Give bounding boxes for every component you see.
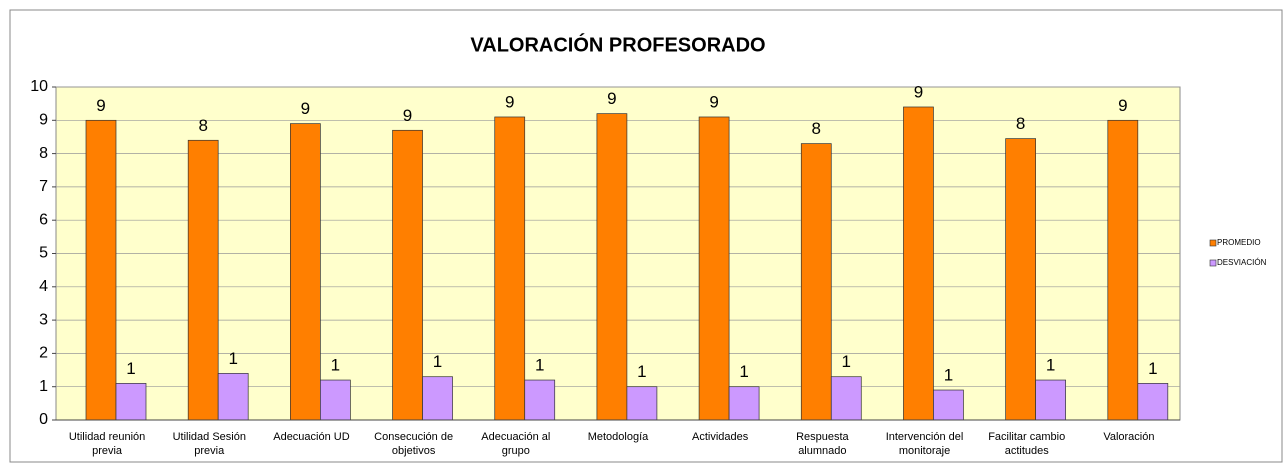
bar bbox=[728, 386, 760, 421]
data-label: 9 bbox=[709, 92, 718, 111]
y-tick-label: 1 bbox=[39, 378, 48, 395]
bar bbox=[626, 386, 658, 421]
y-tick-label: 4 bbox=[39, 278, 48, 295]
legend-swatch bbox=[1209, 259, 1217, 267]
bar bbox=[320, 379, 351, 421]
bar bbox=[903, 106, 934, 421]
bar bbox=[290, 123, 321, 421]
bar bbox=[1005, 138, 1036, 421]
legend-swatch bbox=[1209, 239, 1217, 247]
y-tick-label: 2 bbox=[39, 345, 48, 362]
data-label: 9 bbox=[505, 92, 514, 111]
bar bbox=[422, 376, 453, 421]
data-label: 9 bbox=[403, 106, 412, 125]
bar bbox=[494, 116, 526, 421]
bar bbox=[187, 139, 219, 421]
bar bbox=[1035, 379, 1066, 421]
chart-title: VALORACIÓN PROFESORADO bbox=[470, 32, 765, 56]
x-tick-label: Actividades bbox=[692, 431, 749, 443]
data-label: 8 bbox=[1016, 114, 1025, 133]
data-label: 1 bbox=[944, 366, 953, 385]
x-tick-label: Adecuación UD bbox=[273, 431, 350, 443]
data-label: 9 bbox=[96, 96, 105, 115]
bar bbox=[217, 373, 249, 421]
y-tick-label: 8 bbox=[39, 145, 48, 162]
data-label: 1 bbox=[228, 349, 237, 368]
data-label: 1 bbox=[637, 362, 646, 381]
data-label: 1 bbox=[535, 356, 544, 375]
data-label: 9 bbox=[301, 99, 310, 118]
x-tick-label: Facilitar cambio actitudes bbox=[988, 431, 1066, 457]
x-tick-label: Metodología bbox=[587, 431, 649, 443]
data-label: 1 bbox=[739, 362, 748, 381]
y-tick-label: 7 bbox=[39, 178, 48, 195]
x-tick-label: Intervención del monitoraje bbox=[885, 431, 964, 457]
x-tick-label: Valoración bbox=[1103, 431, 1155, 443]
y-tick-label: 3 bbox=[39, 311, 48, 328]
data-label: 1 bbox=[842, 352, 851, 371]
y-tick-label: 0 bbox=[39, 411, 48, 428]
bar bbox=[830, 376, 862, 421]
data-label: 9 bbox=[914, 82, 923, 101]
data-label: 9 bbox=[607, 89, 616, 108]
bar bbox=[1107, 119, 1139, 421]
x-tick-label: Utilidad Sesión previa bbox=[172, 431, 246, 457]
y-tick-label: 6 bbox=[39, 211, 48, 228]
bar bbox=[524, 379, 556, 421]
data-label: 1 bbox=[1046, 356, 1055, 375]
y-tick-label: 5 bbox=[39, 245, 48, 262]
y-tick-label: 10 bbox=[30, 78, 48, 95]
data-label: 1 bbox=[126, 359, 135, 378]
data-label: 1 bbox=[433, 352, 442, 371]
data-label: 1 bbox=[1148, 359, 1157, 378]
legend-label: PROMEDIO bbox=[1217, 238, 1261, 247]
bar bbox=[596, 113, 628, 421]
legend-label: DESVIACIÓN bbox=[1217, 258, 1267, 267]
data-label: 8 bbox=[198, 116, 207, 135]
bar bbox=[698, 116, 730, 421]
bar bbox=[115, 383, 147, 421]
x-tick-label: Respuesta alumnado bbox=[796, 431, 849, 457]
bar bbox=[1137, 383, 1169, 421]
x-tick-label: Utilidad reunión previa bbox=[68, 431, 146, 457]
data-label: 1 bbox=[331, 356, 340, 375]
data-label: 8 bbox=[812, 119, 821, 138]
bar bbox=[800, 143, 832, 421]
x-tick-label: Consecución de objetivos bbox=[374, 431, 454, 457]
bar bbox=[392, 129, 423, 421]
bar bbox=[85, 119, 117, 421]
x-tick-label: Adecuación al grupo bbox=[481, 431, 551, 457]
y-tick-label: 9 bbox=[39, 112, 48, 129]
bar bbox=[933, 389, 964, 421]
data-label: 9 bbox=[1118, 96, 1127, 115]
